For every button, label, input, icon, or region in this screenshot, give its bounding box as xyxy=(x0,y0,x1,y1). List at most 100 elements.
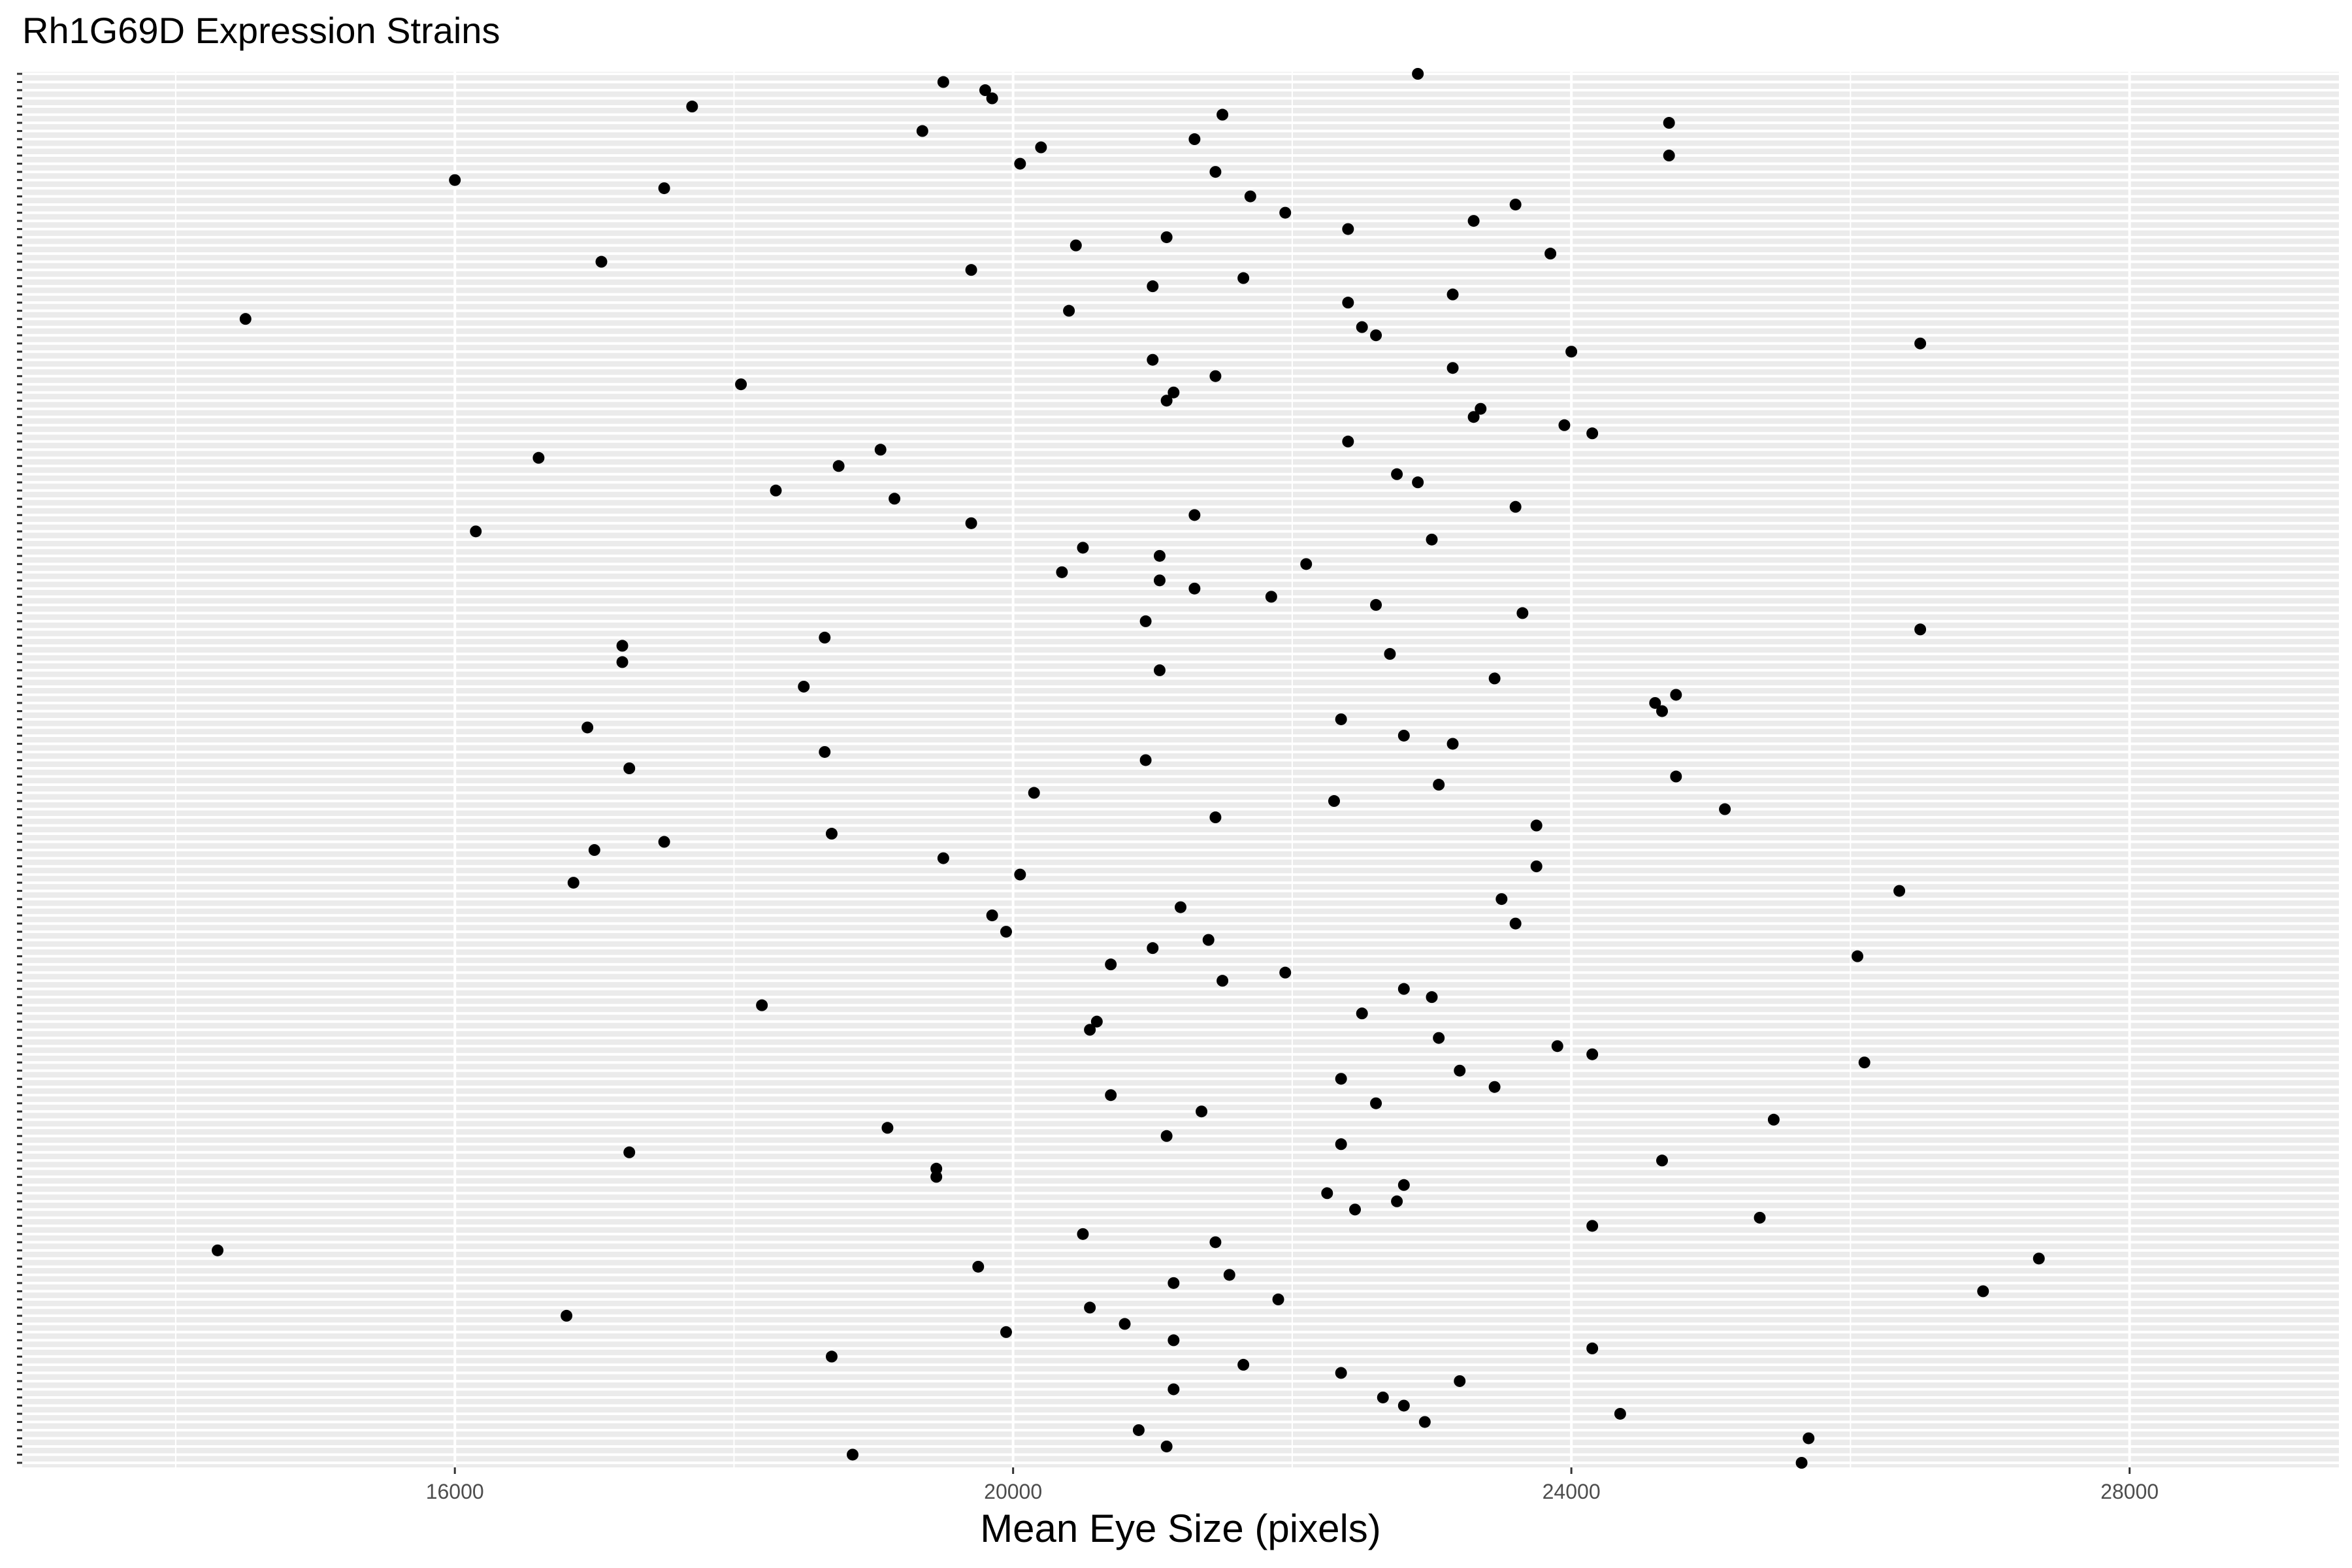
data-point xyxy=(1767,1113,1780,1126)
data-point xyxy=(1168,386,1180,399)
data-point xyxy=(1397,1179,1410,1191)
data-point xyxy=(825,1350,838,1363)
data-point xyxy=(1000,1326,1012,1338)
data-point xyxy=(986,909,998,922)
data-point xyxy=(1516,607,1529,619)
data-point xyxy=(1544,248,1557,260)
data-point xyxy=(1139,754,1152,766)
data-point xyxy=(1279,966,1292,979)
data-point xyxy=(1446,738,1459,750)
data-point xyxy=(1084,1301,1096,1314)
data-point xyxy=(1977,1285,1989,1298)
data-point xyxy=(1070,239,1082,252)
data-point xyxy=(1188,133,1201,146)
data-point xyxy=(1209,370,1222,382)
data-point xyxy=(1209,166,1222,178)
data-point xyxy=(874,444,887,456)
x-axis-title: Mean Eye Size (pixels) xyxy=(980,1507,1381,1550)
data-point xyxy=(1175,901,1186,913)
data-point xyxy=(1656,1154,1668,1167)
data-point xyxy=(1237,1358,1250,1371)
data-point xyxy=(1586,1342,1599,1354)
data-point xyxy=(1558,419,1571,431)
data-points xyxy=(212,68,2045,1469)
data-point xyxy=(581,721,594,734)
data-point xyxy=(756,999,768,1011)
data-point xyxy=(1803,1432,1815,1445)
data-point xyxy=(1530,860,1543,873)
data-point xyxy=(889,493,901,505)
data-point xyxy=(1488,672,1501,685)
data-point xyxy=(1160,1130,1173,1142)
data-point xyxy=(1272,1293,1284,1305)
data-point xyxy=(937,852,949,864)
data-point xyxy=(1084,1024,1096,1036)
data-point xyxy=(658,182,670,195)
data-point xyxy=(1147,353,1159,366)
data-point xyxy=(212,1244,224,1256)
data-point xyxy=(1914,623,1927,636)
data-point xyxy=(1321,1187,1333,1200)
data-point xyxy=(1237,272,1250,284)
data-point xyxy=(1551,1040,1563,1053)
data-point xyxy=(1153,549,1166,562)
data-point xyxy=(1656,705,1668,717)
chart-title: Rh1G69D Expression Strains xyxy=(22,10,500,51)
data-point xyxy=(1014,868,1026,881)
data-point xyxy=(1209,1236,1222,1249)
y-axis-ticks xyxy=(17,73,22,1464)
data-point xyxy=(1188,582,1201,595)
data-point xyxy=(1223,1269,1235,1281)
data-point xyxy=(1433,1032,1445,1044)
data-point xyxy=(798,680,810,693)
data-point xyxy=(1509,199,1522,211)
data-point xyxy=(1488,1081,1501,1093)
data-point xyxy=(1586,427,1599,440)
data-point xyxy=(916,125,928,137)
data-point xyxy=(561,1309,573,1322)
data-point xyxy=(1663,150,1675,162)
data-point xyxy=(1649,696,1661,709)
data-point xyxy=(819,631,831,644)
data-point xyxy=(1342,435,1354,448)
data-point xyxy=(1384,647,1396,660)
data-point xyxy=(532,451,545,464)
data-point xyxy=(1160,1440,1173,1452)
data-point xyxy=(770,484,782,497)
data-point xyxy=(847,1448,859,1461)
data-point xyxy=(1035,141,1047,154)
data-point xyxy=(937,76,949,88)
data-point xyxy=(825,828,838,840)
data-point xyxy=(1719,803,1731,815)
data-point xyxy=(588,844,600,857)
major-gridlines-y xyxy=(22,73,2339,1464)
data-point xyxy=(1397,729,1410,742)
data-point xyxy=(1335,1138,1347,1151)
data-point xyxy=(686,101,698,113)
data-point xyxy=(1028,787,1040,799)
data-point xyxy=(1495,893,1508,906)
data-point xyxy=(1132,1424,1145,1436)
data-point xyxy=(1509,917,1522,930)
data-point xyxy=(819,745,831,758)
data-point xyxy=(1433,779,1445,791)
data-point xyxy=(1328,795,1340,808)
data-point xyxy=(1454,1064,1466,1077)
major-gridlines-x xyxy=(453,72,2131,1467)
data-point xyxy=(1209,811,1222,824)
data-point xyxy=(1356,1007,1368,1020)
data-point xyxy=(1670,689,1682,701)
data-point xyxy=(623,1146,636,1158)
data-point xyxy=(1530,819,1543,832)
data-point xyxy=(658,836,670,848)
data-point xyxy=(881,1122,894,1134)
data-point xyxy=(1153,664,1166,676)
data-point xyxy=(1188,509,1201,521)
data-point xyxy=(1349,1203,1362,1216)
data-point xyxy=(616,656,629,668)
data-point xyxy=(239,313,252,325)
data-point xyxy=(1412,476,1424,489)
data-point xyxy=(1397,983,1410,995)
data-point xyxy=(1300,558,1313,570)
data-point xyxy=(1105,958,1117,971)
